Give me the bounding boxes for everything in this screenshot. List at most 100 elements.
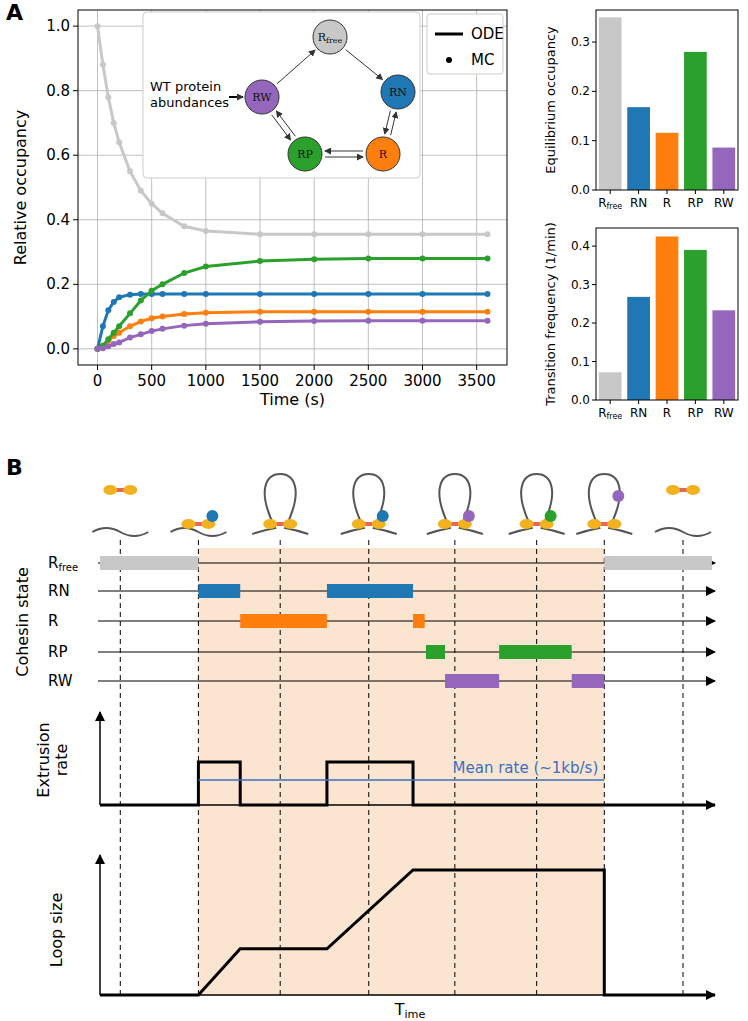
series-dot (203, 310, 209, 316)
inset-node-label: Rfree (318, 31, 343, 45)
inset-node-label: RN (389, 86, 407, 99)
bar (627, 297, 650, 400)
inset-edge (325, 157, 363, 158)
tick (667, 400, 668, 404)
tick (592, 140, 596, 141)
series-dot (203, 321, 209, 327)
category-label: RP (688, 196, 704, 210)
mean-label-group: Mean rate (~1kb/s) (451, 759, 601, 777)
chromatin (576, 474, 632, 534)
plot-frame (596, 10, 738, 190)
series-dot (181, 223, 187, 229)
cohesin-head (283, 519, 297, 529)
cohesin-icon (252, 474, 308, 534)
series-dot (127, 323, 133, 329)
series-dot (100, 62, 106, 68)
axis-title: Extrusionrate (34, 722, 71, 797)
tick (695, 400, 696, 404)
tick-label: 0.1 (571, 355, 590, 369)
plot-frame (78, 10, 507, 365)
cohesin-icon (341, 474, 397, 534)
cohesin-icon (576, 474, 632, 534)
inset: RfreeRNRRPRWWT proteinabundances (143, 12, 420, 178)
inset-label-line: abundances (150, 95, 229, 110)
series-dot (420, 318, 426, 324)
tick-label: 1.0 (46, 17, 70, 35)
category-label: R (663, 196, 671, 210)
cohesin-icon (170, 510, 226, 536)
chromatin (92, 528, 148, 536)
inset-edge (385, 111, 391, 134)
series-dot (485, 231, 491, 237)
series-dot (116, 139, 122, 145)
bar (684, 52, 707, 190)
series-dot (100, 345, 106, 351)
label-sub: free (58, 562, 78, 573)
inset-arrow (229, 96, 243, 98)
bar (684, 250, 707, 400)
tick (73, 155, 78, 156)
series-dot (311, 256, 317, 262)
axis-title: Time (394, 1000, 426, 1021)
series-dot (95, 346, 101, 352)
bar (712, 148, 735, 190)
series-dot (160, 281, 166, 287)
panel-label: B (6, 455, 23, 480)
series-dot (160, 291, 166, 297)
series-dot (181, 311, 187, 317)
tick (592, 400, 596, 401)
series-dot (365, 231, 371, 237)
tick (73, 219, 78, 220)
series-dot (311, 309, 317, 315)
series-dot (420, 231, 426, 237)
series-dot (105, 343, 111, 349)
grid-line (78, 348, 507, 349)
cohesin-head (103, 485, 117, 495)
series-dot (485, 309, 491, 315)
state-label: R (48, 612, 58, 630)
series-dot (149, 201, 155, 207)
series-dot (311, 318, 317, 324)
label-sub: ime (404, 1008, 425, 1021)
series-line (98, 312, 488, 349)
series-dot (111, 120, 117, 126)
tick-label: 3500 (458, 372, 496, 390)
inset-box (143, 12, 420, 178)
axis-title-line: rate (52, 744, 71, 777)
series-line (98, 321, 488, 349)
series-dot (127, 292, 133, 298)
state-axis (98, 620, 715, 621)
series-dot (127, 335, 133, 341)
tick-label: 0.2 (46, 275, 70, 293)
series-dot (485, 291, 491, 297)
series-dot (420, 256, 426, 262)
axis (99, 855, 101, 995)
tick-label: 0 (93, 372, 103, 390)
panel-label: A (6, 0, 23, 25)
tick (73, 284, 78, 285)
grid-line (97, 10, 98, 365)
state-interval (426, 645, 445, 659)
category-label: RW (714, 196, 734, 210)
series-dot (257, 291, 263, 297)
axis-title: Relative occupancy (11, 110, 30, 266)
tick-label: 0.0 (571, 393, 590, 407)
inset-edge (325, 151, 363, 152)
tick-label: 0.1 (571, 134, 590, 148)
series-dot (160, 210, 166, 216)
series-dot (203, 291, 209, 297)
tick-label: 0.4 (46, 211, 70, 229)
label-sub: free (606, 202, 622, 211)
cohesin-head (520, 519, 534, 529)
tick (592, 246, 596, 247)
inset-edge (277, 50, 315, 84)
state-interval (240, 614, 327, 628)
event-line (120, 540, 121, 995)
cohesin-head (263, 519, 277, 529)
series-dot (95, 23, 101, 29)
tick-label: 0.6 (46, 146, 70, 164)
bar (599, 372, 622, 400)
series-dot (116, 294, 122, 300)
chromatin (341, 474, 397, 534)
figure: AB05001000150020002500300035000.00.20.40… (0, 0, 748, 1021)
